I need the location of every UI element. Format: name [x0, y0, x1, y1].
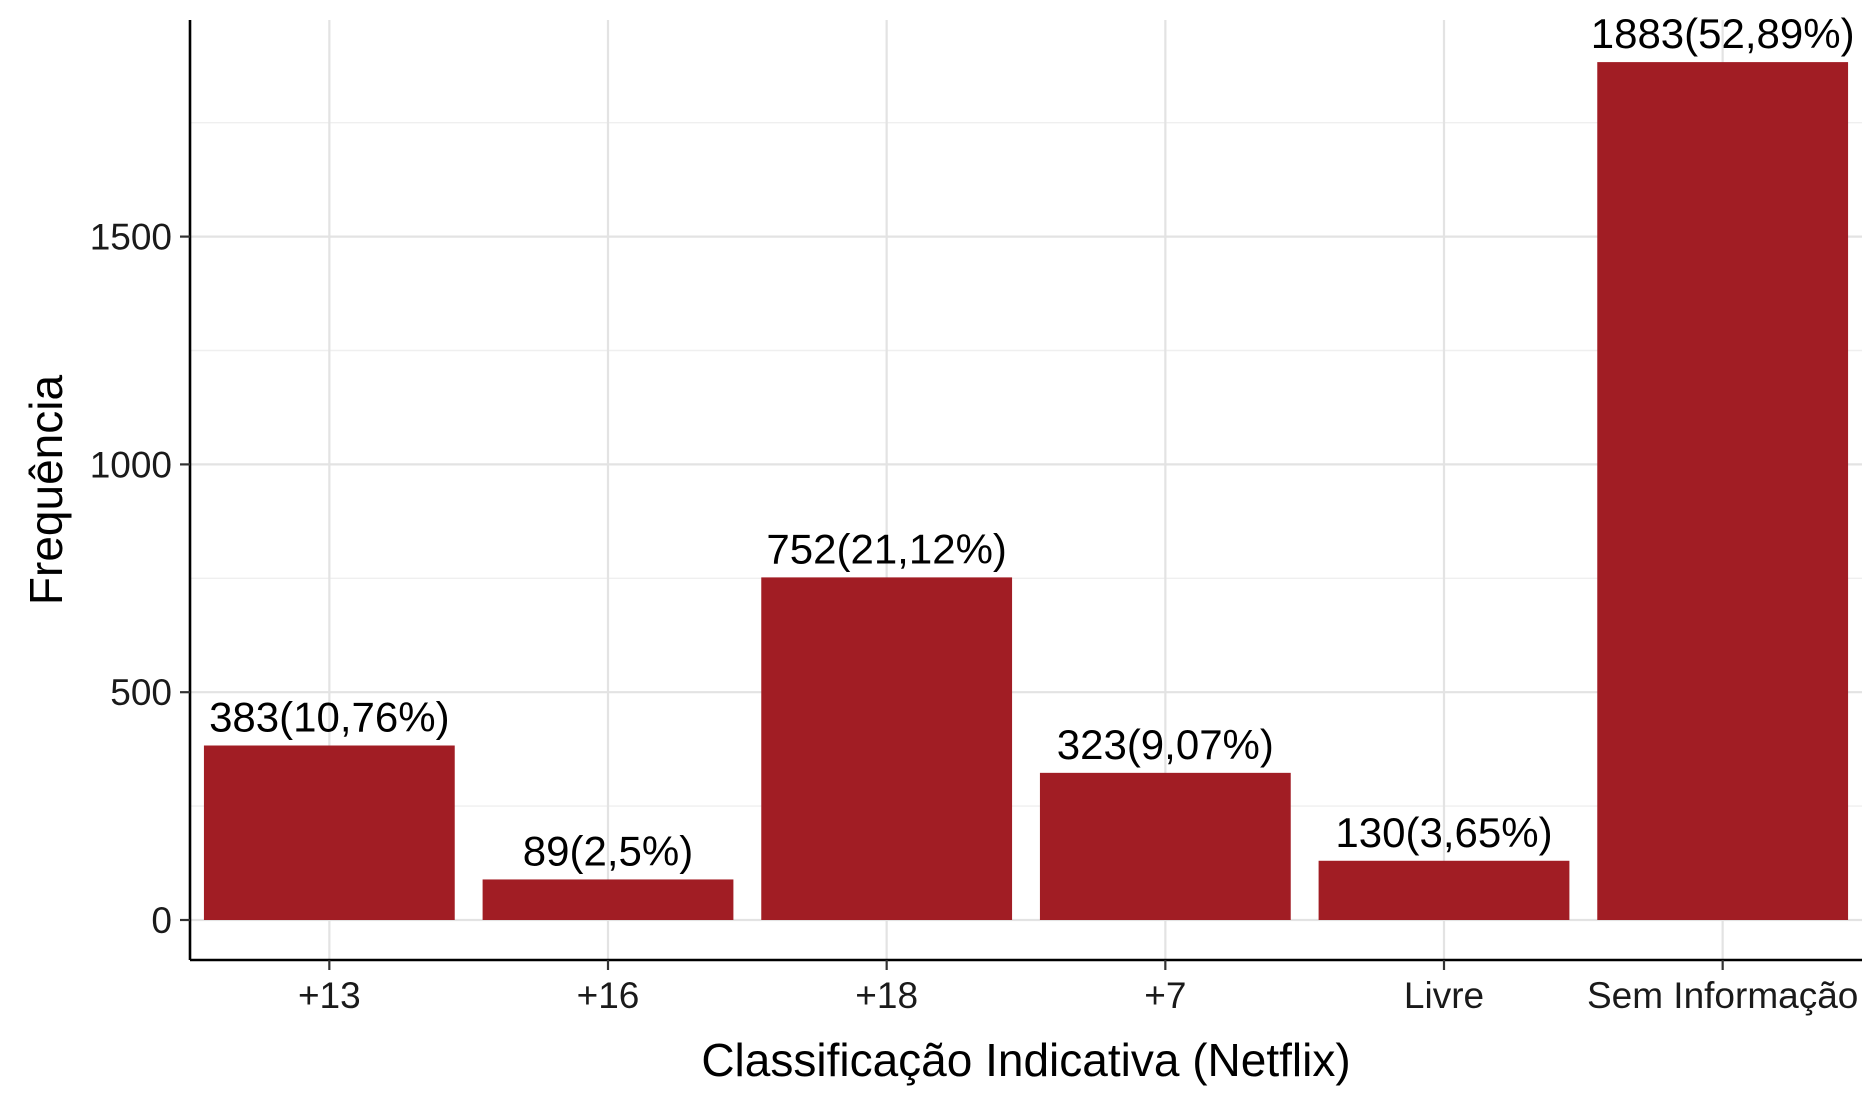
x-tick-label: +13: [298, 975, 361, 1016]
y-axis-title: Frequência: [20, 375, 72, 606]
x-tick-label: +16: [577, 975, 640, 1016]
bars: [203, 62, 1849, 920]
bar-4: [1318, 860, 1570, 920]
data-label-0: 383(10,76%): [209, 694, 450, 741]
bar-5: [1597, 62, 1849, 920]
x-tick-label: +18: [855, 975, 918, 1016]
y-axis-ticks: 0 500 1000 1500: [90, 217, 190, 941]
x-tick-label: Sem Informação: [1587, 975, 1858, 1016]
x-tick-label: +7: [1144, 975, 1186, 1016]
bar-0: [203, 745, 455, 920]
x-axis-title: Classificação Indicativa (Netflix): [701, 1034, 1350, 1086]
y-tick-label: 1500: [90, 217, 172, 258]
data-label-4: 130(3,65%): [1335, 809, 1552, 856]
y-tick-label: 0: [151, 900, 172, 941]
bar-3: [1039, 772, 1291, 920]
data-label-3: 323(9,07%): [1057, 721, 1274, 768]
bar-1: [482, 879, 734, 920]
data-labels: 383(10,76%) 89(2,5%) 752(21,12%) 323(9,07%)…: [209, 10, 1855, 874]
y-tick-label: 500: [110, 672, 172, 713]
x-axis-ticks: +13 +16 +18 +7 Livre Sem Informação: [298, 960, 1858, 1016]
x-tick-label: Livre: [1404, 975, 1484, 1016]
axes: [188, 20, 1862, 962]
bar-2: [761, 577, 1013, 920]
data-label-2: 752(21,12%): [766, 525, 1007, 572]
data-label-5: 1883(52,89%): [1591, 10, 1855, 57]
y-tick-label: 1000: [90, 444, 172, 485]
data-label-1: 89(2,5%): [523, 827, 693, 874]
